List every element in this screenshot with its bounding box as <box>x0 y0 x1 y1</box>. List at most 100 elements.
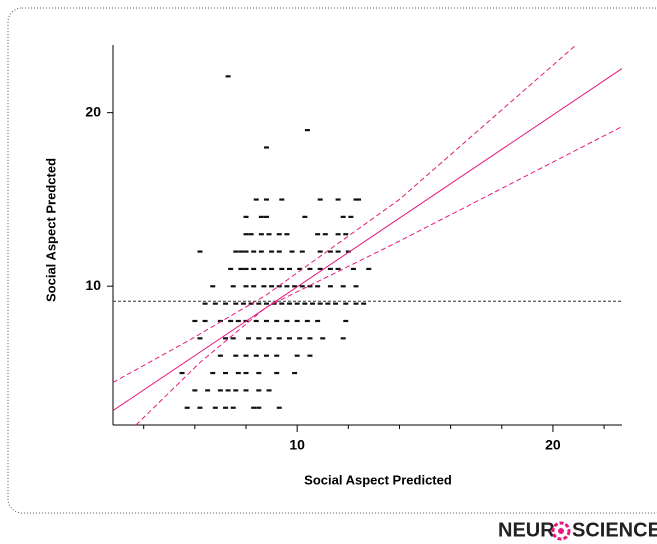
point <box>292 371 298 375</box>
point <box>304 129 310 132</box>
point <box>299 285 305 288</box>
point <box>202 302 208 305</box>
point <box>307 267 313 271</box>
point <box>304 319 310 323</box>
point <box>184 406 190 409</box>
point <box>333 302 339 305</box>
point <box>197 406 203 409</box>
point <box>353 285 359 288</box>
fit-line <box>112 68 623 412</box>
point <box>192 389 198 392</box>
point <box>327 285 333 288</box>
point <box>243 233 249 236</box>
point <box>266 389 272 392</box>
point <box>179 371 185 375</box>
point <box>307 285 313 288</box>
point <box>230 337 236 340</box>
point <box>248 233 254 236</box>
point <box>340 285 346 288</box>
point <box>258 250 264 253</box>
point <box>197 337 203 340</box>
point <box>251 267 257 271</box>
point <box>253 198 259 201</box>
point <box>292 285 298 288</box>
x-axis-label: Social Aspect Predicted <box>304 472 452 487</box>
point <box>276 250 282 253</box>
point <box>286 337 292 340</box>
point <box>266 337 272 340</box>
point <box>251 406 257 409</box>
point <box>243 215 249 218</box>
point <box>322 233 328 236</box>
point <box>233 354 239 357</box>
point <box>263 354 269 357</box>
point <box>256 337 262 340</box>
point <box>233 389 239 392</box>
point <box>223 371 229 375</box>
point <box>238 250 244 253</box>
point <box>261 267 267 271</box>
x-tick-label: 20 <box>545 437 561 453</box>
point <box>294 319 300 323</box>
point <box>223 302 229 305</box>
point <box>269 267 275 271</box>
point <box>256 389 262 392</box>
point <box>317 267 323 271</box>
point <box>256 371 262 375</box>
point <box>253 319 259 323</box>
point <box>320 337 326 340</box>
point <box>294 302 300 305</box>
point <box>230 406 236 409</box>
point <box>258 233 264 236</box>
point <box>345 250 351 253</box>
point <box>223 406 229 409</box>
point <box>340 337 346 340</box>
point <box>256 302 262 305</box>
point <box>261 285 267 288</box>
point <box>356 198 362 201</box>
point <box>228 319 234 323</box>
brand-left: NEUR <box>498 519 555 541</box>
point <box>286 267 292 271</box>
point <box>274 354 280 357</box>
point <box>240 302 246 305</box>
point <box>343 319 349 323</box>
x-tick-label: 10 <box>289 437 305 453</box>
point <box>353 302 359 305</box>
point <box>269 285 275 288</box>
point <box>217 319 223 323</box>
point <box>225 389 231 392</box>
point <box>297 337 303 340</box>
point <box>327 250 333 253</box>
brand-right: SCIENCE <box>572 519 657 541</box>
point <box>263 215 269 218</box>
point <box>276 406 282 409</box>
point <box>289 250 295 253</box>
point <box>263 146 269 149</box>
point <box>343 302 349 305</box>
point <box>279 267 285 271</box>
point <box>256 406 262 409</box>
point <box>253 354 259 357</box>
point <box>343 233 349 236</box>
y-tick-label: 10 <box>85 277 101 293</box>
point <box>315 285 321 288</box>
point <box>315 319 321 323</box>
point <box>335 267 341 271</box>
point <box>243 267 249 271</box>
point <box>361 302 367 305</box>
point <box>263 302 269 305</box>
point <box>192 319 198 323</box>
point <box>276 337 282 340</box>
point <box>335 250 341 253</box>
point <box>335 233 341 236</box>
point <box>266 233 272 236</box>
point <box>251 250 257 253</box>
point <box>243 389 249 392</box>
point <box>235 371 241 375</box>
point <box>263 319 269 323</box>
point <box>317 302 323 305</box>
point <box>233 250 239 253</box>
point <box>251 285 257 288</box>
